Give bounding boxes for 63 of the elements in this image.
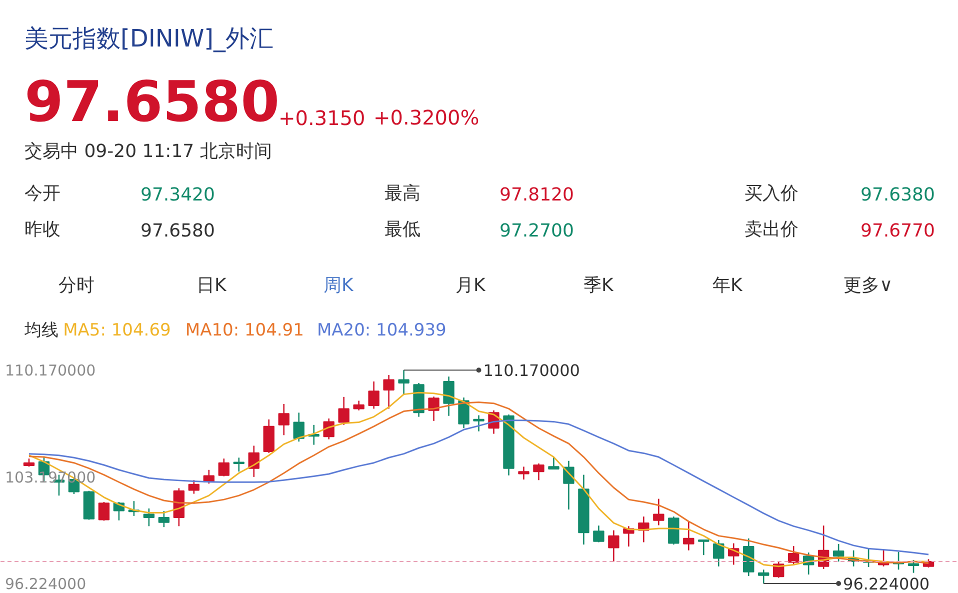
- text: 月K: [456, 275, 486, 296]
- text: 分时: [58, 275, 94, 296]
- candlestick: [278, 403, 290, 436]
- text: 最高: [384, 183, 420, 204]
- candlestick: [593, 524, 604, 543]
- candlestick: [98, 501, 110, 522]
- text: 97.6580: [24, 70, 280, 135]
- candlestick: [218, 458, 230, 477]
- text: 更多∨: [844, 275, 893, 296]
- text: MA5: 104.69: [63, 320, 171, 340]
- candlestick: [158, 510, 170, 528]
- text: 日K: [196, 275, 228, 296]
- annotation: 96.224000: [843, 574, 930, 593]
- candlestick: [698, 539, 710, 556]
- candlestick: [398, 369, 410, 396]
- candlestick: [533, 462, 544, 481]
- candlestick: [548, 456, 560, 470]
- candlestick: [458, 396, 470, 429]
- candlestick: [338, 396, 350, 426]
- y-tick-label: 96.224000: [5, 574, 86, 593]
- text: 买入价: [744, 183, 798, 204]
- text: 周K: [324, 275, 354, 296]
- text: MA20: 104.939: [317, 320, 446, 340]
- text: 97.6380: [860, 184, 935, 206]
- candlestick: [353, 400, 364, 412]
- text: 97.6580: [140, 220, 215, 242]
- y-tick-label: 110.170000: [5, 362, 96, 380]
- text: +0.3200%: [374, 106, 480, 130]
- candlestick: [233, 456, 244, 472]
- candlestick: [758, 568, 770, 584]
- text: 97.8120: [500, 184, 574, 206]
- annotation: 110.170000: [483, 361, 580, 380]
- candlestick: [293, 412, 304, 442]
- candlestick: [188, 479, 200, 494]
- candlestick: [563, 460, 574, 510]
- text: 卖出价: [744, 219, 798, 240]
- text: 季K: [584, 275, 614, 296]
- text: 今开: [24, 183, 60, 204]
- candlestick: [832, 543, 844, 562]
- text: 97.3420: [140, 184, 215, 206]
- candlestick: [383, 374, 394, 410]
- text: 昨收: [24, 219, 60, 240]
- candlestick: [518, 466, 530, 480]
- candlestick: [143, 508, 155, 527]
- candlestick: [473, 414, 484, 432]
- text: 97.6770: [860, 220, 935, 242]
- candlestick: [683, 520, 694, 551]
- chart-title: 美元指数[DINIW]_外汇: [24, 24, 274, 52]
- candlestick: [713, 539, 724, 568]
- text: +0.3150: [278, 106, 366, 130]
- text: 97.2700: [500, 220, 574, 242]
- candlestick: [653, 498, 664, 526]
- candlestick: [788, 545, 800, 566]
- candlestick: [368, 380, 380, 410]
- text: MA10: 104.91: [185, 320, 304, 340]
- legend-title: 均线: [24, 320, 58, 340]
- text: 最低: [384, 219, 420, 240]
- candlestick: [323, 418, 334, 440]
- candlestick: [443, 376, 454, 417]
- text: 交易中 09-20 11:17 北京时间: [24, 141, 272, 162]
- text: 年K: [712, 275, 744, 296]
- candlestick: [908, 559, 920, 574]
- candlestick: [608, 530, 620, 562]
